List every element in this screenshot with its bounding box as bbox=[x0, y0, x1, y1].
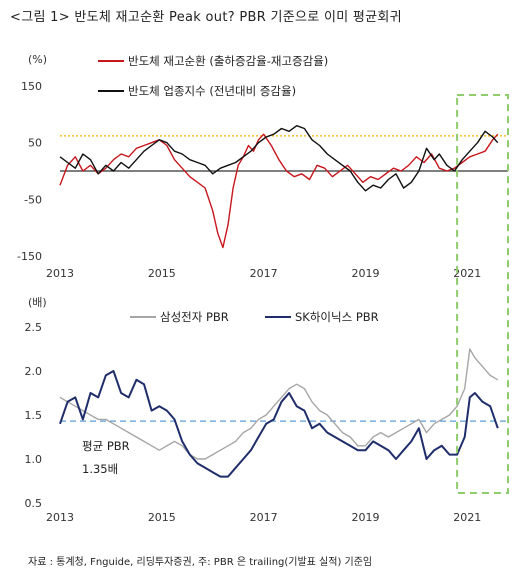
annotation-label: 평균 PBR bbox=[82, 439, 130, 453]
figure-title: <그림 1> 반도체 재고순환 Peak out? PBR 기준으로 이미 평균… bbox=[10, 10, 402, 25]
x-tick-label: 2019 bbox=[351, 511, 379, 524]
y-tick-label: 150 bbox=[21, 80, 42, 93]
series-line-2 bbox=[59, 370, 499, 478]
legend-entry: SK하이닉스 PBR bbox=[295, 310, 379, 324]
y-tick-label: -150 bbox=[17, 250, 42, 263]
source-note: 자료 : 통계청, Fnguide, 리딩투자증권, 주: PBR 은 trai… bbox=[28, 557, 373, 568]
x-tick-label: 2015 bbox=[148, 511, 176, 524]
y-axis-unit-label: (배) bbox=[28, 296, 47, 309]
y-tick-label: 1.5 bbox=[25, 409, 43, 422]
y-tick-label: -50 bbox=[24, 193, 42, 206]
x-tick-label: 2015 bbox=[148, 267, 176, 280]
series-line-1 bbox=[59, 348, 499, 460]
y-tick-label: 2.0 bbox=[25, 365, 43, 378]
legend-entry: 반도체 재고순환 (출하증감율-재고증감율) bbox=[128, 54, 328, 68]
y-tick-label: 50 bbox=[28, 137, 42, 150]
y-tick-label: 2.5 bbox=[25, 321, 43, 334]
x-tick-label: 2017 bbox=[250, 267, 278, 280]
x-tick-label: 2021 bbox=[453, 267, 481, 280]
y-tick-label: 1.0 bbox=[25, 453, 43, 466]
legend-entry: 반도체 업종지수 (전년대비 증감율) bbox=[128, 84, 296, 98]
annotation-value: 1.35배 bbox=[82, 462, 118, 476]
x-tick-label: 2013 bbox=[46, 267, 74, 280]
series-line-1 bbox=[59, 133, 499, 249]
x-tick-label: 2017 bbox=[250, 511, 278, 524]
y-axis-unit-label: (%) bbox=[28, 53, 47, 66]
legend-entry: 삼성전자 PBR bbox=[160, 310, 229, 324]
series-line-2 bbox=[59, 124, 499, 192]
highlight-box bbox=[456, 94, 510, 494]
x-tick-label: 2019 bbox=[351, 267, 379, 280]
y-tick-label: 0.5 bbox=[25, 497, 43, 510]
x-tick-label: 2021 bbox=[453, 511, 481, 524]
x-tick-label: 2013 bbox=[46, 511, 74, 524]
